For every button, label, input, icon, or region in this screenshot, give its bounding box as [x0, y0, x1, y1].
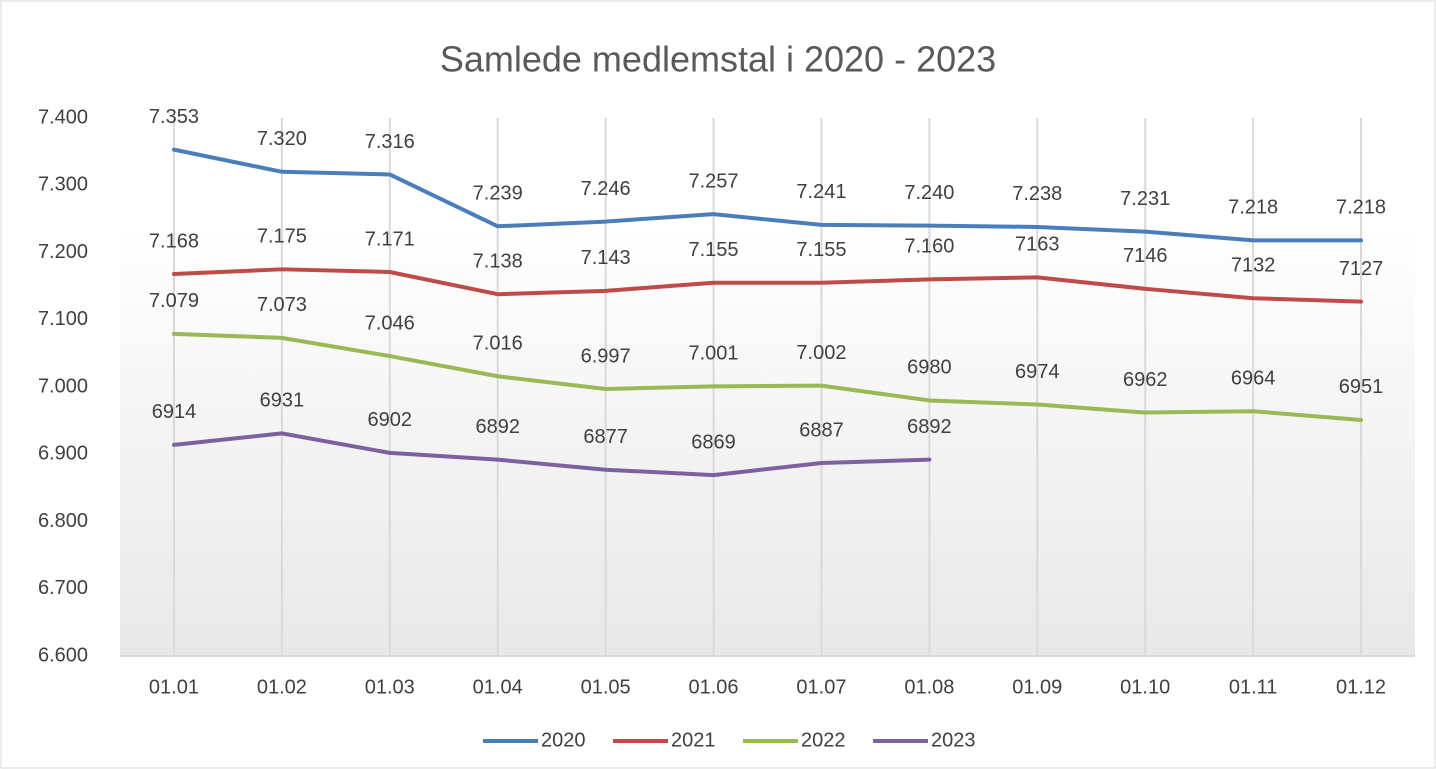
chart-title: Samlede medlemstal i 2020 - 2023: [440, 39, 996, 80]
x-tick-label: 01.12: [1336, 676, 1386, 698]
data-label: 7.143: [581, 247, 631, 269]
x-tick-label: 01.02: [257, 676, 307, 698]
data-label: 6964: [1231, 367, 1276, 389]
y-tick-label: 7.100: [38, 308, 88, 330]
data-label: 6877: [583, 426, 628, 448]
data-label: 7.353: [149, 106, 199, 128]
x-tick-label: 01.06: [689, 676, 739, 698]
legend-label: 2021: [671, 729, 716, 751]
x-tick-label: 01.07: [796, 676, 846, 698]
x-tick-label: 01.10: [1120, 676, 1170, 698]
y-tick-label: 7.000: [38, 375, 88, 397]
data-label: 7146: [1123, 245, 1168, 267]
legend-label: 2020: [541, 729, 586, 751]
series-line: [171, 267, 1364, 304]
data-label: 7.218: [1336, 197, 1386, 219]
data-label: 7.320: [257, 128, 307, 150]
data-label: 6892: [907, 416, 952, 438]
data-label: 7.175: [257, 226, 307, 248]
series-line: [171, 331, 1364, 422]
data-label: 7.016: [473, 333, 523, 355]
x-tick-label: 01.03: [365, 676, 415, 698]
data-label: 7127: [1339, 258, 1384, 280]
y-tick-label: 7.400: [38, 106, 88, 128]
data-label: 7.155: [689, 239, 739, 261]
data-label: 7.046: [365, 312, 415, 334]
data-label: 6962: [1123, 369, 1168, 391]
data-label: 7.171: [365, 228, 415, 250]
data-label: 6980: [907, 357, 952, 379]
data-label: 7.257: [689, 170, 739, 192]
data-label: 6931: [260, 390, 305, 412]
data-label: 7.238: [1012, 183, 1062, 205]
data-label: 7.073: [257, 294, 307, 316]
y-tick-label: 6.700: [38, 577, 88, 599]
data-label: 7163: [1015, 234, 1060, 256]
data-label: 7.001: [689, 343, 739, 365]
legend-label: 2023: [931, 729, 976, 751]
data-label: 7.160: [904, 236, 954, 258]
data-label: 6869: [691, 431, 736, 453]
legend-label: 2022: [801, 729, 846, 751]
x-tick-label: 01.01: [149, 676, 199, 698]
series-line: [171, 431, 932, 478]
data-label: 7.240: [904, 182, 954, 204]
data-label: 7.138: [473, 250, 523, 272]
y-tick-label: 7.300: [38, 174, 88, 196]
x-tick-label: 01.11: [1229, 676, 1278, 698]
y-tick-label: 6.600: [38, 644, 88, 666]
data-label: 6887: [799, 419, 844, 441]
x-tick-label: 01.04: [473, 676, 523, 698]
data-label: 7132: [1231, 255, 1276, 277]
data-label: 6902: [368, 409, 413, 431]
data-label: 7.241: [796, 181, 846, 203]
data-label: 7.002: [796, 342, 846, 364]
y-tick-label: 7.200: [38, 241, 88, 263]
data-label: 7.231: [1120, 188, 1170, 210]
data-label: 6951: [1339, 376, 1384, 398]
y-tick-label: 6.800: [38, 510, 88, 532]
data-label: 6892: [475, 416, 520, 438]
x-tick-label: 01.05: [581, 676, 631, 698]
y-tick-label: 6.900: [38, 443, 88, 465]
data-label: 6.997: [581, 345, 631, 367]
data-label: 7.246: [581, 178, 631, 200]
data-label: 6974: [1015, 361, 1060, 383]
data-label: 7.079: [149, 290, 199, 312]
data-label: 7.239: [473, 183, 523, 205]
x-tick-label: 01.09: [1012, 676, 1062, 698]
data-label: 7.155: [796, 239, 846, 261]
series-line: [171, 147, 1364, 243]
data-label: 7.316: [365, 131, 415, 153]
x-tick-label: 01.08: [904, 676, 954, 698]
data-label: 6914: [152, 401, 197, 423]
data-label: 7.218: [1228, 197, 1278, 219]
data-label: 7.168: [149, 230, 199, 252]
